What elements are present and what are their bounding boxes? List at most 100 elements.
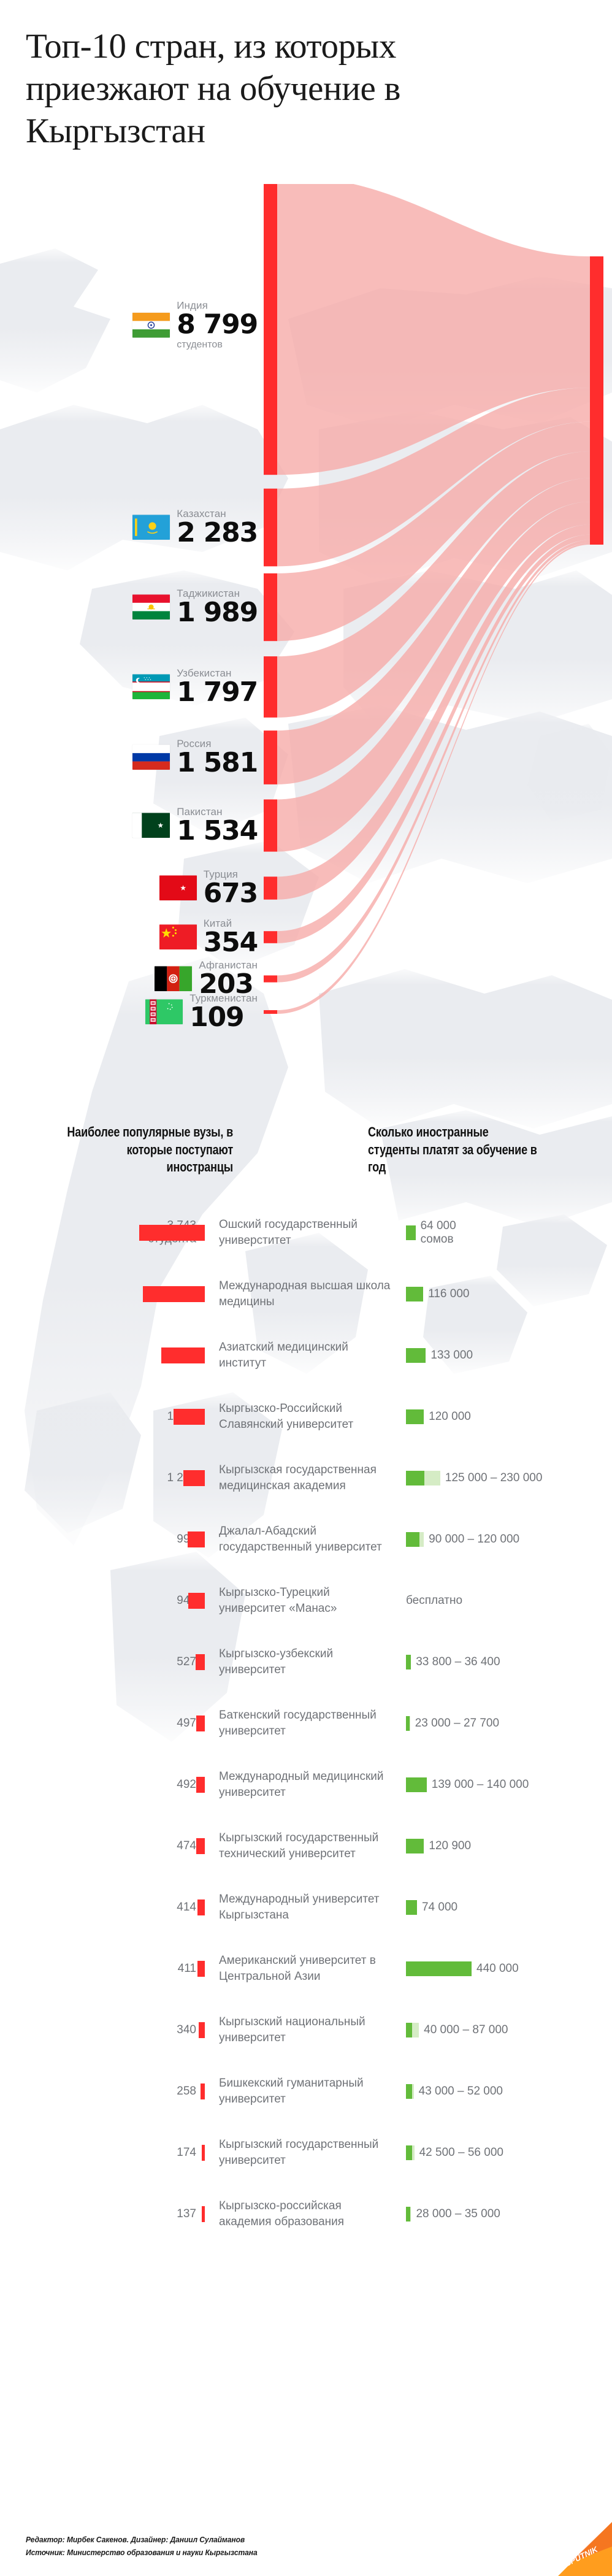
- tuition-bar-min: [406, 1900, 417, 1915]
- tuition-label: 23 000 – 27 700: [415, 1716, 500, 1730]
- tuition-group: 139 000 – 140 000: [406, 1777, 529, 1792]
- turkey-flag: [159, 875, 197, 901]
- student-count-bar: [142, 1286, 205, 1302]
- tuition-group: 125 000 – 230 000: [406, 1471, 542, 1485]
- tuition-label: 440 000: [476, 1961, 519, 1975]
- tuition-bar-min: [406, 1716, 410, 1731]
- student-count-bar: [188, 1593, 205, 1609]
- university-student-count: 414: [177, 1900, 196, 1914]
- university-row: 492 Международный медицинский университет…: [0, 1754, 612, 1815]
- tuition-bar-min: [406, 2207, 410, 2221]
- country-row-5: Россия 1 581: [132, 738, 258, 776]
- tuition-group: 90 000 – 120 000: [406, 1532, 519, 1547]
- university-row: 3 743студентаОшский государственный унив…: [0, 1202, 612, 1263]
- university-student-count: 474: [177, 1839, 196, 1852]
- tuition-label: бесплатно: [406, 1593, 463, 1607]
- country-row-2: Казахстан 2 283: [132, 508, 258, 546]
- university-student-count: 258: [177, 2084, 196, 2098]
- country-row-3: Таджикистан 1 989: [132, 588, 258, 626]
- tuition-group: 43 000 – 52 000: [406, 2084, 503, 2099]
- tuition-bar-min: [406, 2084, 413, 2099]
- tuition-group: 23 000 – 27 700: [406, 1716, 499, 1731]
- university-row: 340 Кыргызский национальный университет 40…: [0, 1999, 612, 2061]
- country-row-6: Пакистан 1 534: [132, 807, 258, 845]
- tuition-group: 42 500 – 56 000: [406, 2145, 503, 2160]
- tuition-group: бесплатно: [406, 1593, 462, 1608]
- country-row-8: Китай 354: [159, 918, 258, 956]
- student-count-bar: [202, 2206, 205, 2222]
- student-count-bar: [197, 1961, 205, 1977]
- page-title: Топ-10 стран, из которых приезжают на об…: [26, 27, 401, 150]
- country-row-7: Турция 673: [159, 869, 258, 907]
- country-value: 1 797: [177, 677, 258, 708]
- university-name: Кыргызско-узбекский университет: [219, 1647, 334, 1676]
- tuition-group: 74 000: [406, 1900, 457, 1915]
- tuition-label: 28 000 – 35 000: [416, 2207, 500, 2220]
- university-name: Кыргызский государственный технический у…: [219, 1831, 379, 1860]
- country-value: 2 283: [177, 517, 258, 549]
- university-student-count: 340: [177, 2023, 196, 2036]
- tuition-group: 40 000 – 87 000: [406, 2023, 508, 2037]
- header: Топ-10 стран, из которых приезжают на об…: [0, 0, 612, 153]
- tuition-group: 28 000 – 35 000: [406, 2207, 500, 2221]
- kazakhstan-flag: [132, 515, 170, 540]
- student-count-bar: [187, 1531, 205, 1547]
- tuition-bar-max: [424, 1471, 440, 1485]
- university-name: Кыргызско-Российский Славянский универси…: [219, 1401, 354, 1431]
- tuition-bar-min: [406, 1777, 427, 1792]
- tuition-label: 125 000 – 230 000: [445, 1471, 543, 1484]
- student-count-bar: [174, 1409, 205, 1425]
- tuition-group: 120 000: [406, 1409, 471, 1424]
- tuition-label: 74 000: [421, 1900, 458, 1914]
- country-value: 1 534: [177, 815, 258, 847]
- country-value: 1 581: [177, 747, 258, 779]
- tuition-bar-max: [419, 1532, 424, 1547]
- tuition-bar-min: [406, 1532, 419, 1547]
- university-student-count: 527: [177, 1655, 196, 1668]
- university-student-count: 497: [177, 1716, 196, 1730]
- china-flag: [159, 924, 197, 950]
- university-name: Баткенский государственный университет: [219, 1708, 377, 1738]
- tuition-bar-min: [406, 1471, 425, 1485]
- university-name: Джалал-Абадский государственный универси…: [219, 1524, 382, 1554]
- student-count-bar: [200, 2083, 205, 2099]
- student-count-bar: [202, 2145, 205, 2161]
- tuition-label: 33 800 – 36 400: [416, 1655, 500, 1668]
- section-heading-tuition: Сколько иностранные студенты платят за о…: [368, 1124, 537, 1175]
- tuition-label: 120 000: [429, 1409, 471, 1423]
- university-name: Кыргызский национальный университет: [219, 2015, 365, 2044]
- university-name: Американский университет в Центральной А…: [219, 1953, 376, 1983]
- university-row: 1 242 Кыргызская государственная медицинс…: [0, 1447, 612, 1509]
- country-value: 8 799: [177, 309, 258, 340]
- university-student-count: 174: [177, 2145, 196, 2159]
- section-heading-universities: Наиболее популярные вузы, в которые пост…: [67, 1124, 233, 1175]
- country-row-1: Индия 8 799 студентов: [132, 301, 258, 350]
- india-flag: [132, 312, 170, 338]
- uzbekistan-flag: [132, 674, 170, 700]
- tajikistan-flag: [132, 594, 170, 620]
- student-count-bar: [196, 1715, 205, 1731]
- tuition-label: 116 000: [428, 1287, 470, 1300]
- university-row: 527 Кыргызско-узбекский университет 33 800…: [0, 1631, 612, 1693]
- tuition-bar-max: [411, 2023, 419, 2037]
- university-row: 1 780Кыргызско-Российский Славянский уни…: [0, 1386, 612, 1447]
- student-count-bar: [161, 1347, 205, 1363]
- university-table: 3 743студентаОшский государственный унив…: [0, 1202, 612, 2245]
- tuition-label: 43 000 – 52 000: [418, 2084, 503, 2098]
- university-name: Ошский государственный универститет: [219, 1217, 358, 1247]
- tuition-group: 120 900: [406, 1839, 471, 1853]
- tuition-bar-max: [412, 2145, 415, 2160]
- tuition-group: 133 000: [406, 1348, 473, 1363]
- university-name: Кыргызско-Турецкий университет «Манас»: [219, 1585, 337, 1615]
- country-list: Индия 8 799 студентов Казахстан 2 283 Таджики…: [0, 184, 612, 1049]
- university-row: 411 Американский университет в Центрально…: [0, 1938, 612, 1999]
- tuition-bar-min: [406, 2145, 413, 2160]
- country-value: 673: [203, 878, 258, 910]
- university-row: 946 Кыргызско-Турецкий университет «Манас…: [0, 1570, 612, 1631]
- tuition-label: 64 000 сомов: [420, 1219, 456, 1246]
- tuition-bar-min: [406, 1225, 416, 1240]
- tuition-bar-min: [406, 1839, 424, 1853]
- tuition-label: 120 900: [429, 1839, 472, 1852]
- university-name: Кыргызско-российская академия образовани…: [219, 2199, 345, 2228]
